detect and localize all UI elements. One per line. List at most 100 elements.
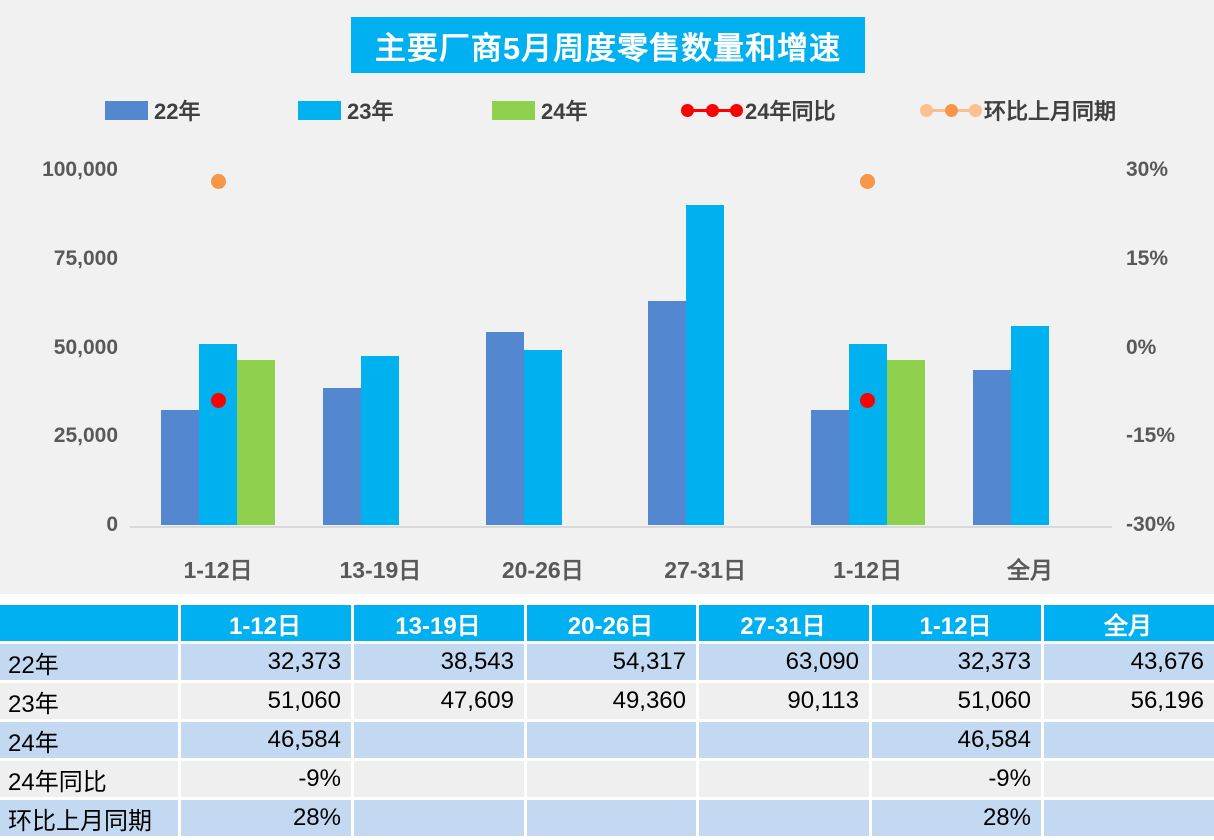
y-axis-tick-left: 0 [106, 513, 118, 536]
marker-环比上月同期-1-12日 [210, 174, 226, 190]
legend-label-22: 22年 [154, 99, 201, 124]
x-axis-category-label: 1-12日 [833, 557, 903, 583]
marker-24年同比-1-12日 [860, 393, 876, 409]
legend-item-24: 24年 [492, 98, 587, 124]
y-axis-tick-right: 30% [1126, 158, 1169, 181]
bar-23年-27-31日 [686, 205, 725, 525]
table-row-label: 23年 [0, 683, 178, 719]
legend-label-yoy: 24年同比 [745, 99, 836, 124]
x-axis-category-label: 全月 [1007, 557, 1053, 583]
table-value-cell: 63,090 [699, 644, 869, 680]
bar-22年-1-12日 [810, 410, 849, 525]
table-value-cell [527, 800, 696, 836]
bar-24年-1-12日 [886, 359, 925, 525]
legend-item-22: 22年 [105, 98, 200, 124]
table-value-cell: 56,196 [1044, 683, 1214, 719]
legend-item-23: 23年 [298, 98, 393, 124]
table-value-cell [354, 722, 524, 758]
y-axis-tick-left: 100,000 [42, 158, 118, 181]
table-value-cell: 43,676 [1044, 644, 1214, 680]
table-row: 环比上月同期 28% 28% [0, 800, 1214, 836]
marker-环比上月同期-1-12日 [860, 174, 876, 190]
table-value-cell: -9% [872, 761, 1041, 797]
table-value-cell: 46,584 [872, 722, 1041, 758]
legend-swatch-24 [492, 100, 535, 120]
y-axis-tick-right: -15% [1126, 424, 1176, 448]
table-header-cell: 27-31日 [699, 605, 869, 641]
table-value-cell: 32,373 [181, 644, 351, 680]
x-axis-category-label: 1-12日 [183, 557, 253, 583]
chart-title: 主要厂商5月周度零售数量和增速 [351, 17, 865, 73]
table-row-label: 24年 [0, 722, 178, 758]
table-value-cell [354, 800, 524, 836]
table-value-cell [527, 722, 696, 758]
table-value-cell [699, 722, 869, 758]
table-header-cell [0, 605, 178, 641]
bar-23年-13-19日 [361, 355, 400, 525]
table-row-label: 22年 [0, 644, 178, 680]
y-axis-tick-right: 0% [1126, 335, 1157, 359]
bar-23年-20-26日 [523, 349, 562, 525]
table-header-row: 1-12日 13-19日 20-26日 27-31日 1-12日 全月 [0, 605, 1214, 641]
bar-22年-1-12日 [161, 410, 199, 525]
table-body: 22年 32,373 38,543 54,317 63,090 32,373 43,676 2… [0, 644, 1214, 836]
table-row-label: 环比上月同期 [0, 800, 178, 836]
data-table: 1-12日 13-19日 20-26日 27-31日 1-12日 全月 22年 32,373… [0, 602, 1214, 839]
y-axis-tick-right: -30% [1126, 513, 1176, 536]
table-row: 24年 46,584 46,584 [0, 722, 1214, 758]
legend-label-24: 24年 [541, 99, 588, 124]
table-header-cell: 13-19日 [354, 605, 524, 641]
table-value-cell: 32,373 [872, 644, 1041, 680]
table-row: 22年 32,373 38,543 54,317 63,090 32,373 43,676 [0, 644, 1214, 680]
table-row: 24年同比 -9% -9% [0, 761, 1214, 797]
table-value-cell: 28% [181, 800, 351, 836]
table-header-cell: 20-26日 [527, 605, 696, 641]
legend-marker-mom-icon [920, 103, 982, 118]
legend-marker-yoy-icon [681, 103, 743, 118]
table-header-cell: 全月 [1044, 605, 1214, 641]
bar-22年-全月 [973, 369, 1011, 525]
bar-22年-13-19日 [323, 388, 362, 525]
bar-24年-1-12日 [237, 359, 275, 525]
legend-swatch-23 [298, 100, 341, 120]
y-axis-tick-left: 75,000 [53, 246, 118, 270]
table-value-cell: -9% [181, 761, 351, 797]
y-axis-tick-left: 50,000 [53, 335, 118, 359]
table-value-cell: 51,060 [872, 683, 1041, 719]
y-axis-tick-right: 15% [1126, 246, 1169, 270]
table-value-cell: 46,584 [181, 722, 351, 758]
table-value-cell: 47,609 [354, 683, 524, 719]
table-value-cell [1044, 800, 1214, 836]
bar-23年-1-12日 [199, 343, 237, 525]
table-value-cell: 28% [872, 800, 1041, 836]
table-value-cell [699, 761, 869, 797]
table-header-cell: 1-12日 [872, 605, 1041, 641]
legend-item-yoy: 24年同比 [681, 98, 835, 124]
bar-22年-20-26日 [485, 332, 524, 525]
bar-22年-27-31日 [648, 301, 687, 525]
table-value-cell: 90,113 [699, 683, 869, 719]
legend-label-23: 23年 [347, 99, 394, 124]
y-axis-tick-left: 25,000 [53, 424, 118, 448]
table-value-cell: 49,360 [527, 683, 696, 719]
bar-23年-1-12日 [848, 343, 887, 525]
table-value-cell [1044, 722, 1214, 758]
x-axis-category-label: 27-31日 [664, 557, 747, 583]
table-header-cell: 1-12日 [181, 605, 351, 641]
x-axis-category-label: 13-19日 [339, 557, 422, 583]
table-value-cell [699, 800, 869, 836]
table-row: 23年 51,060 47,609 49,360 90,113 51,060 56,196 [0, 683, 1214, 719]
legend-item-mom: 环比上月同期 [920, 98, 1116, 124]
table-value-cell: 38,543 [354, 644, 524, 680]
legend-label-mom: 环比上月同期 [984, 99, 1117, 124]
table-value-cell: 54,317 [527, 644, 696, 680]
legend-swatch-22 [105, 100, 148, 120]
table-value-cell [354, 761, 524, 797]
table-value-cell [1044, 761, 1214, 797]
x-axis-line [130, 526, 1112, 528]
table-row-label: 24年同比 [0, 761, 178, 797]
bar-23年-全月 [1011, 325, 1049, 525]
x-axis-category-label: 20-26日 [501, 557, 584, 583]
table-value-cell [527, 761, 696, 797]
